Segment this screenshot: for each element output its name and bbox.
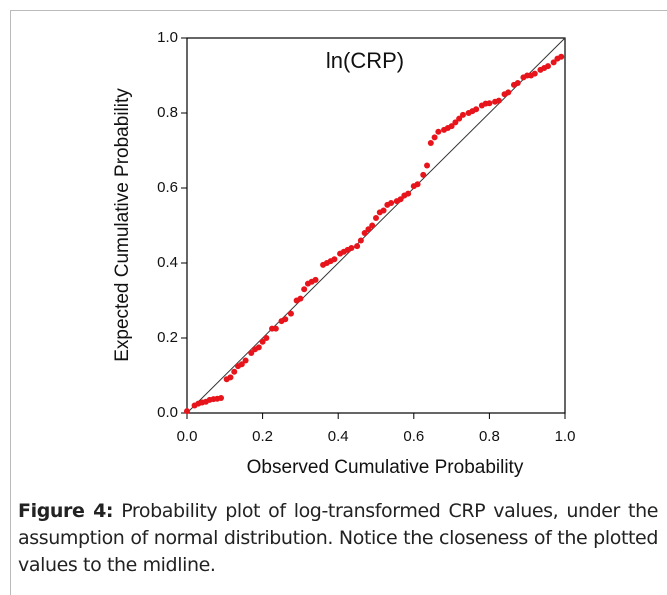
x-axis-label: Observed Cumulative Probability bbox=[247, 457, 524, 478]
point bbox=[227, 374, 234, 381]
point bbox=[550, 59, 557, 66]
x-tick-label: 0.8 bbox=[479, 428, 500, 445]
point bbox=[405, 190, 412, 197]
x-tick-label: 1.0 bbox=[555, 428, 576, 445]
x-tick-label: 0.4 bbox=[328, 428, 349, 445]
caption-label: Figure 4: bbox=[18, 500, 114, 522]
point bbox=[452, 119, 459, 126]
point bbox=[365, 226, 372, 233]
point bbox=[486, 100, 493, 107]
point bbox=[231, 368, 238, 375]
point bbox=[287, 310, 294, 317]
point bbox=[238, 361, 245, 368]
point bbox=[348, 245, 355, 251]
caption: Figure 4: Probability plot of log-transf… bbox=[18, 498, 658, 579]
y-tick-label: 0.6 bbox=[157, 179, 178, 196]
point bbox=[473, 106, 480, 113]
point bbox=[424, 162, 431, 169]
y-tick-label: 0.2 bbox=[157, 329, 178, 346]
x-tick-label: 0.0 bbox=[177, 428, 198, 445]
point bbox=[448, 123, 455, 130]
point bbox=[514, 80, 521, 86]
point bbox=[331, 256, 338, 263]
y-axis-label: Expected Cumulative Probability bbox=[112, 88, 133, 362]
plot-frame bbox=[186, 37, 566, 414]
point bbox=[380, 207, 387, 214]
point bbox=[558, 53, 565, 60]
point bbox=[456, 115, 463, 122]
point bbox=[259, 338, 266, 345]
point bbox=[431, 134, 438, 141]
point bbox=[531, 70, 538, 77]
y-tick-label: 0.8 bbox=[157, 104, 178, 121]
x-tick-label: 0.6 bbox=[403, 428, 424, 445]
point bbox=[248, 350, 255, 356]
point bbox=[459, 111, 466, 118]
point bbox=[242, 357, 249, 364]
chart: ln(CRP) Observed Cumulative Probability … bbox=[112, 29, 576, 478]
point bbox=[312, 276, 319, 283]
point bbox=[544, 63, 551, 70]
point bbox=[282, 316, 289, 323]
point bbox=[354, 243, 361, 250]
point bbox=[361, 230, 368, 236]
point bbox=[255, 344, 262, 351]
point bbox=[184, 408, 190, 415]
point bbox=[495, 97, 502, 104]
point bbox=[263, 335, 270, 341]
point bbox=[272, 325, 279, 332]
point bbox=[427, 140, 434, 146]
point bbox=[414, 181, 421, 188]
point bbox=[373, 215, 379, 221]
point bbox=[420, 171, 427, 178]
point bbox=[369, 222, 376, 229]
y-tick-label: 0.4 bbox=[157, 254, 178, 271]
x-tick-label: 0.2 bbox=[252, 428, 273, 445]
point bbox=[435, 128, 442, 135]
point bbox=[357, 237, 364, 244]
caption-text: Probability plot of log-transformed CRP … bbox=[18, 500, 658, 576]
figure-frame bbox=[10, 10, 667, 595]
point bbox=[218, 395, 225, 401]
y-tick-label: 0.0 bbox=[157, 404, 178, 421]
chart-title: ln(CRP) bbox=[326, 48, 404, 73]
point bbox=[388, 200, 395, 206]
y-tick-label: 1.0 bbox=[157, 29, 178, 46]
point bbox=[397, 196, 404, 203]
point bbox=[505, 89, 512, 96]
point bbox=[301, 286, 308, 293]
point bbox=[297, 295, 304, 302]
